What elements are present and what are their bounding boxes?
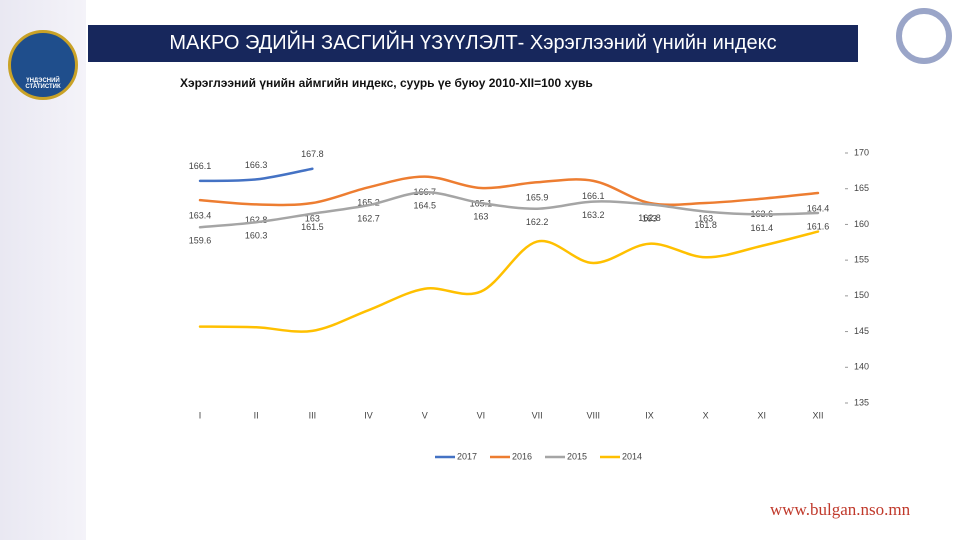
data-label: 164.4: [807, 203, 830, 213]
data-label: 162.7: [357, 214, 380, 224]
data-label: 165.2: [357, 198, 380, 208]
data-label: 164.5: [413, 201, 436, 211]
y-tick-label: 145: [854, 326, 869, 336]
x-tick-label: VIII: [587, 410, 601, 420]
data-label: 161.6: [807, 221, 830, 231]
data-label: 162.8: [245, 215, 268, 225]
logo: [8, 30, 78, 100]
x-tick-label: X: [703, 410, 709, 420]
y-tick-label: 140: [854, 362, 869, 372]
series-line: [198, 167, 314, 183]
footer-url: www.bulgan.nso.mn: [770, 500, 911, 519]
x-tick-label: XI: [758, 410, 767, 420]
x-tick-label: II: [254, 410, 259, 420]
data-label: 161.4: [751, 223, 774, 233]
data-label: 162.2: [526, 217, 549, 227]
chart-title: Хэрэглээний үнийн аймгийн индекс, суурь …: [180, 76, 593, 90]
data-label: 159.6: [189, 236, 212, 246]
data-label: 166.1: [582, 191, 605, 201]
x-tick-label: V: [422, 410, 428, 420]
legend-label: 2014: [622, 451, 642, 461]
data-label: 163.4: [189, 211, 212, 221]
x-tick-label: I: [199, 410, 202, 420]
y-tick-label: 160: [854, 219, 869, 229]
series-line: [198, 230, 820, 333]
data-label: 166.1: [189, 161, 212, 171]
x-tick-label: VII: [532, 410, 543, 420]
emblem: [896, 8, 952, 64]
legend-label: 2016: [512, 451, 532, 461]
x-tick-label: VI: [477, 410, 486, 420]
data-label: 167.8: [301, 149, 324, 159]
y-tick-label: 170: [854, 147, 869, 157]
logo-text: ҮНДЭСНИЙ СТАТИСТИК: [25, 78, 61, 90]
x-tick-label: IX: [645, 410, 654, 420]
x-tick-label: IV: [364, 410, 373, 420]
data-label: 162.8: [638, 213, 661, 223]
data-label: 163: [642, 213, 657, 223]
data-label: 163: [473, 211, 488, 221]
data-label: 166.3: [245, 160, 268, 170]
data-label: 163.2: [582, 210, 605, 220]
data-label: 160.3: [245, 231, 268, 241]
data-label: 161.8: [694, 220, 717, 230]
y-tick-label: 155: [854, 255, 869, 265]
data-label: 161.5: [301, 222, 324, 232]
series-line: [198, 191, 820, 229]
y-tick-label: 150: [854, 290, 869, 300]
data-label: 163: [698, 213, 713, 223]
data-label: 163: [305, 213, 320, 223]
data-label: 165.9: [526, 193, 549, 203]
slide-title: МАКРО ЭДИЙН ЗАСГИЙН ҮЗҮҮЛЭЛТ- Хэрэглээни…: [88, 25, 858, 62]
x-tick-label: III: [309, 410, 317, 420]
legend-label: 2015: [567, 451, 587, 461]
y-tick-label: 135: [854, 397, 869, 407]
series-line: [198, 175, 820, 207]
x-tick-label: XII: [812, 410, 823, 420]
legend-label: 2017: [457, 451, 477, 461]
y-tick-label: 165: [854, 183, 869, 193]
